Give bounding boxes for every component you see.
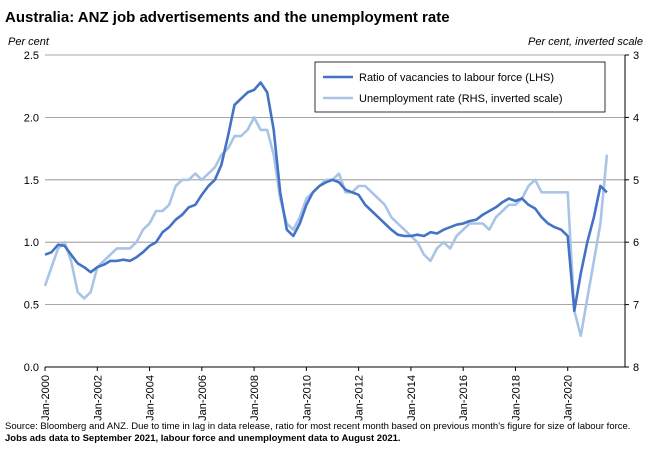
x-tick-label: Jan-2012 bbox=[354, 375, 366, 421]
y-tick-label: 0.0 bbox=[24, 362, 39, 374]
x-tick-label: Jan-2020 bbox=[563, 375, 575, 421]
legend-box bbox=[314, 61, 606, 113]
y2-tick-label: 3 bbox=[633, 50, 639, 62]
y-tick-label: 2.5 bbox=[24, 50, 39, 62]
source-note: Source: Bloomberg and ANZ. Due to time i… bbox=[5, 421, 631, 444]
x-tick-label: Jan-2010 bbox=[301, 375, 313, 421]
y2-tick-label: 8 bbox=[633, 362, 639, 374]
x-tick-label: Jan-2004 bbox=[145, 375, 157, 421]
y2-tick-label: 4 bbox=[633, 112, 639, 124]
x-tick-label: Jan-2002 bbox=[92, 375, 104, 421]
chart-title: Australia: ANZ job advertisements and th… bbox=[5, 9, 450, 26]
series-line bbox=[43, 116, 609, 338]
y-tick-label: 1.5 bbox=[24, 175, 39, 187]
y-tick-label: 0.5 bbox=[24, 300, 39, 312]
y-tick-label: 2.0 bbox=[24, 112, 39, 124]
source-text: Source: Bloomberg and ANZ. Due to time i… bbox=[5, 421, 631, 432]
y2-tick-label: 7 bbox=[633, 300, 639, 312]
y2-tick-label: 5 bbox=[633, 175, 639, 187]
series-line bbox=[44, 81, 608, 313]
y2-tick-label: 6 bbox=[633, 237, 639, 249]
x-tick-label: Jan-2008 bbox=[249, 375, 261, 421]
x-tick-label: Jan-2018 bbox=[510, 375, 522, 421]
legend-label: Unemployment rate (RHS, inverted scale) bbox=[359, 93, 563, 105]
legend-label: Ratio of vacancies to labour force (LHS) bbox=[359, 72, 554, 84]
y-axis-label: Per cent bbox=[8, 36, 50, 48]
source-bold-text: Jobs ads data to September 2021, labour … bbox=[5, 432, 401, 444]
x-tick-label: Jan-2006 bbox=[197, 375, 209, 421]
y2-axis-label: Per cent, inverted scale bbox=[528, 36, 643, 48]
y-tick-label: 1.0 bbox=[24, 237, 39, 249]
x-tick-label: Jan-2016 bbox=[458, 375, 470, 421]
x-tick-label: Jan-2014 bbox=[406, 375, 418, 421]
x-tick-label: Jan-2000 bbox=[40, 375, 52, 421]
